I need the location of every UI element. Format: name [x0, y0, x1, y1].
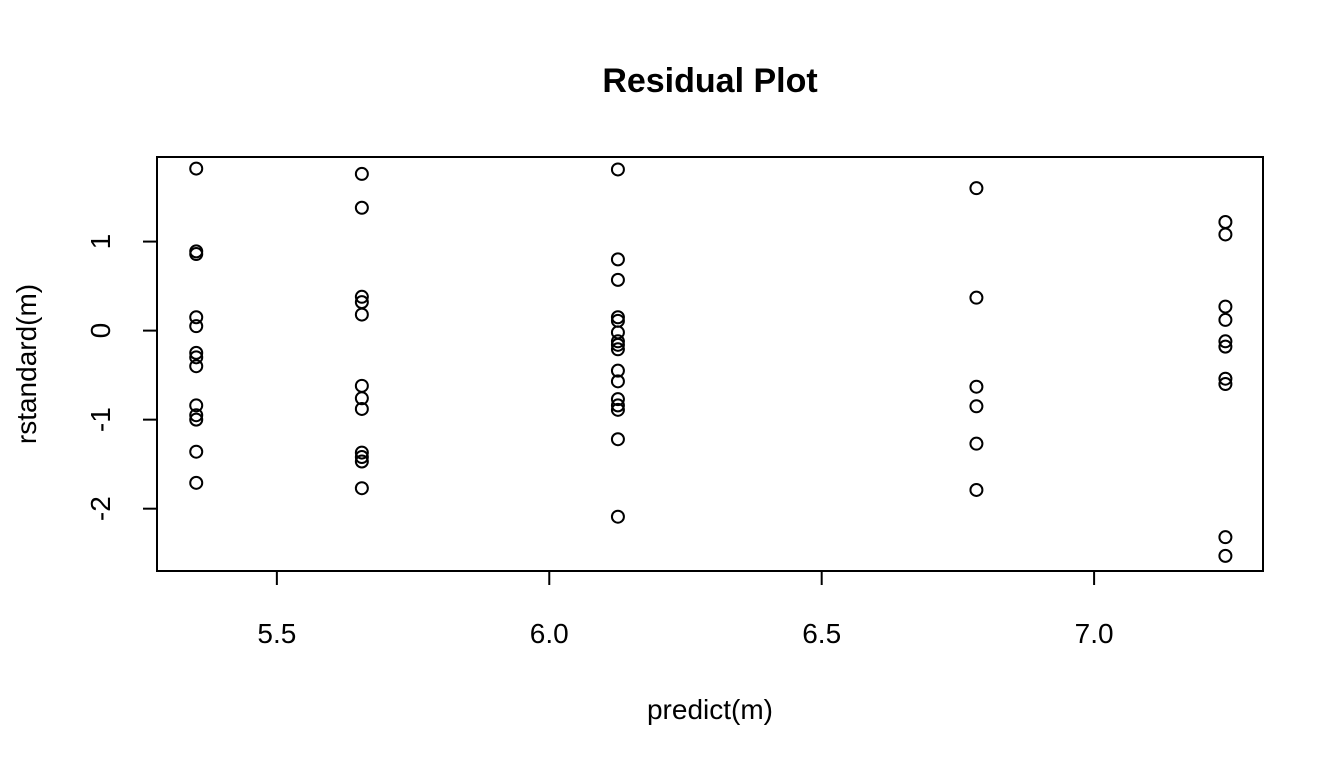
- scatter-point: [610, 337, 625, 352]
- scatter-point: [354, 200, 369, 215]
- scatter-point: [354, 454, 369, 469]
- scatter-point: [1218, 334, 1233, 349]
- scatter-point: [354, 166, 369, 181]
- scatter-point: [354, 481, 369, 496]
- scatter-point: [1218, 371, 1233, 386]
- scatter-point: [610, 432, 625, 447]
- x-tick-label: 7.0: [1075, 618, 1114, 649]
- scatter-point: [1218, 299, 1233, 314]
- x-axis-ticks: 5.5 6.0 6.5 7.0: [257, 571, 1114, 649]
- scatter-point: [610, 392, 625, 407]
- y-tick-label: 0: [85, 323, 116, 339]
- scatter-point: [1218, 548, 1233, 563]
- scatter-point: [969, 482, 984, 497]
- y-axis-label: rstandard(m): [11, 284, 42, 444]
- y-tick-label: 1: [85, 234, 116, 250]
- scatter-points: [189, 161, 1233, 563]
- scatter-point: [354, 391, 369, 406]
- x-tick-label: 6.5: [802, 618, 841, 649]
- scatter-point: [610, 162, 625, 177]
- scatter-point: [189, 345, 204, 360]
- scatter-point: [610, 402, 625, 417]
- scatter-point: [610, 398, 625, 413]
- scatter-point: [1218, 312, 1233, 327]
- scatter-point: [189, 247, 204, 262]
- scatter-point: [610, 363, 625, 378]
- scatter-point: [969, 290, 984, 305]
- scatter-point: [969, 436, 984, 451]
- scatter-point: [969, 379, 984, 394]
- scatter-point: [189, 310, 204, 325]
- chart-title: Residual Plot: [602, 62, 817, 100]
- scatter-point: [189, 475, 204, 490]
- y-tick-label: -1: [85, 407, 116, 432]
- x-tick-label: 6.0: [530, 618, 569, 649]
- y-axis-ticks: -2 -1 0 1: [85, 234, 157, 521]
- scatter-point: [1218, 227, 1233, 242]
- scatter-point: [189, 412, 204, 427]
- scatter-point: [189, 398, 204, 413]
- scatter-point: [610, 272, 625, 287]
- scatter-point: [354, 445, 369, 460]
- scatter-point: [354, 289, 369, 304]
- scatter-point: [610, 509, 625, 524]
- scatter-point: [610, 374, 625, 389]
- scatter-point: [189, 408, 204, 423]
- scatter-point: [610, 342, 625, 357]
- scatter-point: [1218, 377, 1233, 392]
- scatter-point: [610, 252, 625, 267]
- scatter-point: [354, 401, 369, 416]
- scatter-point: [1218, 339, 1233, 354]
- scatter-point: [354, 450, 369, 465]
- scatter-point: [1218, 530, 1233, 545]
- x-tick-label: 5.5: [257, 618, 296, 649]
- y-tick-label: -2: [85, 496, 116, 521]
- scatter-point: [189, 444, 204, 459]
- x-axis-label: predict(m): [647, 694, 773, 725]
- scatter-point: [189, 161, 204, 176]
- scatter-point: [969, 399, 984, 414]
- scatter-point: [969, 181, 984, 196]
- scatter-point: [189, 350, 204, 365]
- scatter-point: [189, 359, 204, 374]
- scatter-point: [189, 319, 204, 334]
- scatter-point: [354, 307, 369, 322]
